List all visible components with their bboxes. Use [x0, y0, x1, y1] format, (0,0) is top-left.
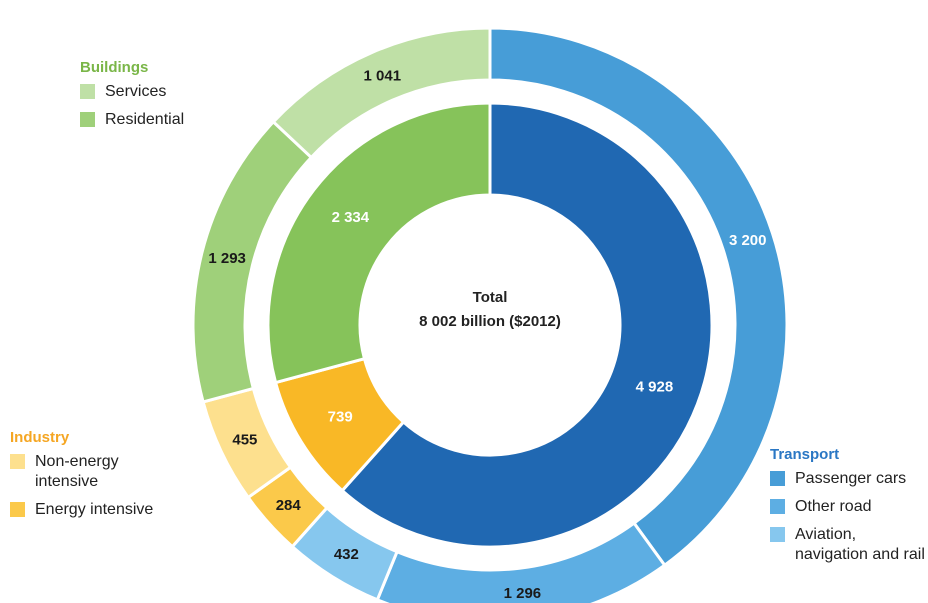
legend-swatch: [770, 527, 785, 542]
legend-label: Other road: [795, 498, 872, 515]
value-label: 2 334: [332, 209, 370, 226]
legend-item: Other road: [770, 497, 925, 517]
value-label: 432: [334, 546, 359, 563]
value-label: 284: [276, 497, 302, 514]
legend-swatch: [80, 112, 95, 127]
legend-item: Residential: [80, 110, 184, 130]
value-label: 455: [232, 432, 257, 449]
legend: Transport Passenger cars Other road Aviatio…: [770, 446, 925, 573]
legend-item: Services: [80, 82, 184, 102]
center-label: Total: [473, 289, 508, 306]
legend: Buildings Services Residential: [80, 59, 184, 138]
value-label: 1 041: [364, 67, 402, 84]
value-label: 3 200: [729, 232, 767, 249]
legend-swatch: [770, 499, 785, 514]
value-label: 739: [328, 408, 353, 425]
legend-label: Residential: [105, 111, 185, 128]
value-label: 1 296: [504, 585, 542, 602]
legend-label: Passenger cars: [795, 470, 907, 487]
legend-label: Energy intensive: [35, 501, 154, 518]
legend-title: Industry: [10, 429, 70, 446]
legend-title: Buildings: [80, 59, 149, 76]
legend-swatch: [10, 502, 25, 517]
legend-swatch: [10, 454, 25, 469]
center-label: 8 002 billion ($2012): [419, 313, 561, 330]
legend-label: Non-energy intensive: [35, 453, 119, 490]
legend-item: Aviation, navigation and rail: [770, 525, 925, 565]
legend-item: Non-energy intensive: [10, 452, 165, 492]
inner-segment: [266, 101, 492, 385]
legend-swatch: [80, 84, 95, 99]
legend-label: Aviation, navigation and rail: [795, 526, 925, 563]
legend-title: Transport: [770, 446, 840, 463]
value-label: 1 293: [208, 250, 246, 267]
legend-item: Energy intensive: [10, 500, 165, 520]
legend-swatch: [770, 471, 785, 486]
legend: Industry Non-energy intensive Energy inten…: [10, 429, 165, 528]
outer-segment: [271, 26, 492, 160]
value-label: 4 928: [636, 379, 674, 396]
legend-label: Services: [105, 83, 167, 100]
legend-item: Passenger cars: [770, 469, 925, 489]
inner-segment: [340, 101, 714, 549]
